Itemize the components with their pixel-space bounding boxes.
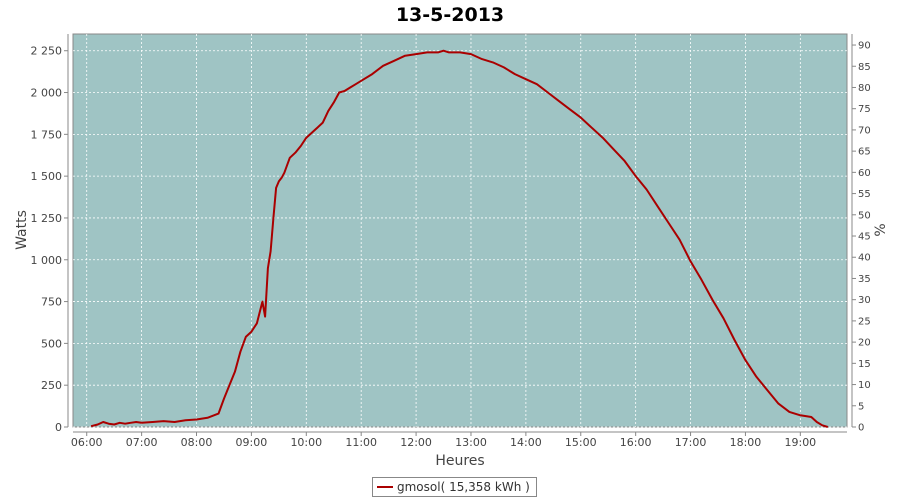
grid (73, 34, 847, 428)
y-tick-label: 2 250 (31, 45, 63, 58)
y2-tick-label: 50 (858, 210, 871, 221)
x-axis-label: Heures (435, 453, 484, 469)
series-line (90, 49, 829, 428)
x-tick-label: 07:00 (126, 436, 158, 449)
y-tick-label: 250 (41, 379, 62, 392)
y2-tick-label: 85 (858, 62, 871, 73)
y2-tick-label: 45 (858, 232, 871, 243)
x-tick-label: 06:00 (71, 436, 103, 449)
x-tick-label: 08:00 (181, 436, 213, 449)
y-tick-label: 1 000 (31, 254, 63, 267)
y2-tick-label: 40 (858, 253, 871, 264)
x-tick-label: 09:00 (236, 436, 268, 449)
y2-tick-label: 5 (858, 401, 864, 412)
x-tick-label: 17:00 (675, 436, 707, 449)
y2-tick-label: 90 (858, 41, 871, 52)
y2-tick-label: 35 (858, 274, 871, 285)
x-tick-label: 12:00 (400, 436, 432, 449)
y2-tick-label: 15 (858, 359, 871, 370)
y2-axis-label: % (873, 223, 889, 236)
legend-swatch (377, 486, 393, 488)
legend: gmosol( 15,358 kWh ) (372, 477, 537, 497)
x-tick-label: 19:00 (784, 436, 816, 449)
y2-tick-label: 80 (858, 83, 871, 94)
x-tick-label: 15:00 (565, 436, 597, 449)
x-tick-label: 13:00 (455, 436, 487, 449)
y2-tick-label: 70 (858, 125, 871, 136)
y2-tick-label: 30 (858, 295, 871, 306)
y2-tick-label: 0 (858, 423, 864, 434)
legend-label: gmosol( 15,358 kWh ) (397, 480, 530, 494)
y2-tick-label: 65 (858, 147, 871, 158)
x-tick-label: 18:00 (730, 436, 762, 449)
y-tick-label: 0 (55, 421, 62, 434)
x-tick-label: 16:00 (620, 436, 652, 449)
y-tick-label: 1 750 (31, 128, 63, 141)
x-tick-label: 14:00 (510, 436, 542, 449)
x-tick-label: 10:00 (290, 436, 322, 449)
axes (67, 34, 853, 433)
y2-tick-label: 60 (858, 168, 871, 179)
y-tick-label: 750 (41, 296, 62, 309)
y-tick-label: 1 250 (31, 212, 63, 225)
y2-tick-label: 20 (858, 338, 871, 349)
y2-tick-label: 75 (858, 104, 871, 115)
y2-tick-label: 55 (858, 189, 871, 200)
y-tick-label: 500 (41, 337, 62, 350)
plot-area (72, 33, 848, 428)
y2-tick-label: 25 (858, 316, 871, 327)
y-tick-label: 2 000 (31, 87, 63, 100)
y-tick-label: 1 500 (31, 170, 63, 183)
y2-tick-label: 10 (858, 380, 871, 391)
chart-title: 13-5-2013 (396, 4, 504, 26)
x-tick-label: 11:00 (345, 436, 377, 449)
ticks: 06:00 07:00 08:00 09:00 10:00 11:00 12:00 13:00… (31, 41, 871, 449)
y-axis-label: Watts (14, 210, 30, 250)
